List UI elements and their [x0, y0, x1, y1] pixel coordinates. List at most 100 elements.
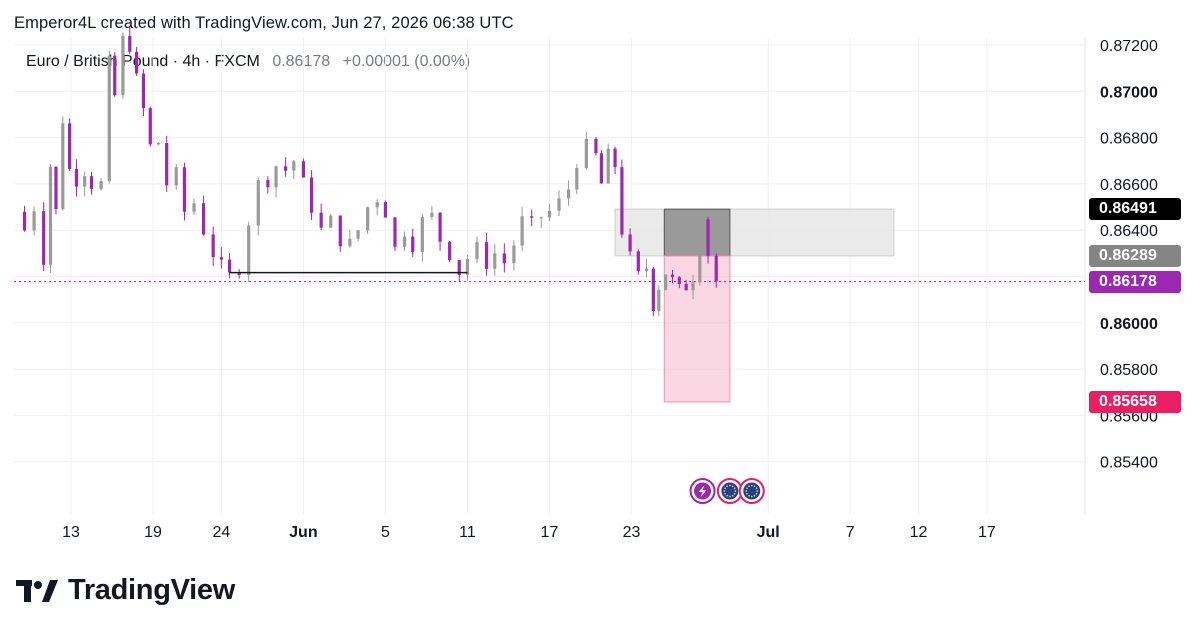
candle-body	[547, 210, 552, 218]
candle-body	[274, 166, 278, 188]
eu-star	[728, 484, 731, 487]
eu-star	[723, 490, 726, 492]
candle-body	[411, 236, 415, 253]
range-box	[614, 208, 895, 257]
eu-star	[746, 492, 748, 495]
candle-body	[107, 55, 111, 182]
candle-body	[651, 268, 655, 312]
candle-body	[219, 257, 223, 260]
candle-body	[438, 212, 442, 242]
candle-body	[338, 215, 342, 247]
x-tick-label: Jul	[757, 524, 780, 541]
x-tick-label: 5	[381, 524, 390, 541]
tradingview-logo-icon	[16, 576, 60, 606]
candle-body	[113, 55, 117, 96]
candle-body	[664, 274, 668, 290]
eu-star	[756, 490, 759, 492]
candle-body	[284, 166, 288, 171]
price-badge: 0.85658	[1089, 390, 1181, 413]
candle-body	[493, 253, 497, 269]
candle-body	[356, 230, 360, 239]
candle-body	[393, 217, 397, 247]
x-tick-label: 24	[212, 524, 230, 541]
x-tick-label: 11	[459, 524, 476, 541]
candle-body	[22, 211, 27, 231]
eu-star	[733, 487, 736, 490]
candle-body	[448, 241, 452, 261]
candle-body	[201, 203, 206, 235]
eu-star	[753, 485, 756, 488]
eu-star	[748, 494, 750, 497]
candle-body	[677, 277, 681, 284]
candle-body	[636, 251, 640, 272]
price-badge: 0.86178	[1089, 270, 1181, 293]
candle-body	[348, 238, 352, 247]
symbol-name[interactable]: Euro / British Pound · 4h · FXCM	[26, 53, 260, 70]
eu-star	[724, 487, 727, 490]
candle-body	[644, 268, 649, 272]
candle-body	[156, 143, 161, 145]
eu-star	[755, 487, 758, 490]
lightning-glyph	[698, 485, 707, 497]
candle-body	[165, 143, 169, 186]
candle-body	[74, 169, 79, 187]
candle-body	[83, 176, 87, 187]
candle-body	[32, 211, 36, 231]
candle-body	[628, 234, 632, 252]
candle-body	[128, 35, 132, 52]
eu-star	[731, 485, 734, 488]
candle-body	[620, 167, 624, 235]
x-tick-label: 13	[62, 524, 80, 541]
price-badge: 0.86491	[1089, 198, 1181, 221]
candle-body	[42, 211, 46, 265]
candle-body	[48, 166, 53, 265]
brand: TradingView	[16, 574, 235, 607]
candle-body	[475, 242, 479, 259]
candle-body	[657, 289, 661, 312]
candle-body	[402, 236, 407, 247]
candle-body	[613, 148, 617, 168]
candle-body	[420, 217, 424, 253]
candle-body	[61, 123, 65, 210]
candle-body	[211, 234, 215, 258]
candle-body	[375, 202, 379, 208]
candle-body	[256, 180, 260, 226]
x-tick-label: 7	[846, 524, 855, 541]
eu-star	[733, 492, 736, 495]
y-tick-label: 0.86600	[1100, 177, 1158, 194]
candle-body	[148, 108, 152, 145]
candle-body	[530, 216, 534, 218]
y-tick-label: 0.86400	[1100, 223, 1158, 240]
candle-body	[465, 258, 470, 276]
candle-body	[292, 161, 296, 171]
candle-body	[698, 219, 702, 283]
eu-star	[734, 490, 737, 492]
chart-header-title: Emperor4L created with TradingView.com, …	[14, 14, 514, 32]
eu-star	[750, 484, 753, 487]
price-badge: 0.86289	[1089, 244, 1181, 267]
candle-body	[539, 217, 543, 219]
x-tick-label: Jun	[289, 524, 317, 541]
candle-body	[309, 177, 314, 213]
candle-body	[566, 189, 571, 199]
candle-body	[714, 255, 718, 282]
candle-body	[54, 166, 58, 210]
y-tick-label: 0.85400	[1100, 455, 1158, 472]
candle-body	[520, 216, 524, 246]
candle-body	[502, 253, 506, 264]
eu-star	[731, 494, 734, 497]
candle-body	[182, 167, 187, 212]
candle-body	[557, 198, 561, 211]
candle-body	[266, 180, 270, 188]
candle-body	[301, 161, 305, 178]
eu-star	[726, 485, 729, 488]
eu-flag-bg	[743, 482, 761, 500]
y-tick-label: 0.85800	[1100, 362, 1158, 379]
eu-star	[750, 495, 753, 498]
x-tick-label: 19	[144, 524, 162, 541]
candle-body	[174, 167, 178, 186]
candle-body	[606, 148, 610, 184]
x-tick-label: 23	[623, 524, 641, 541]
candle-body	[192, 203, 196, 212]
